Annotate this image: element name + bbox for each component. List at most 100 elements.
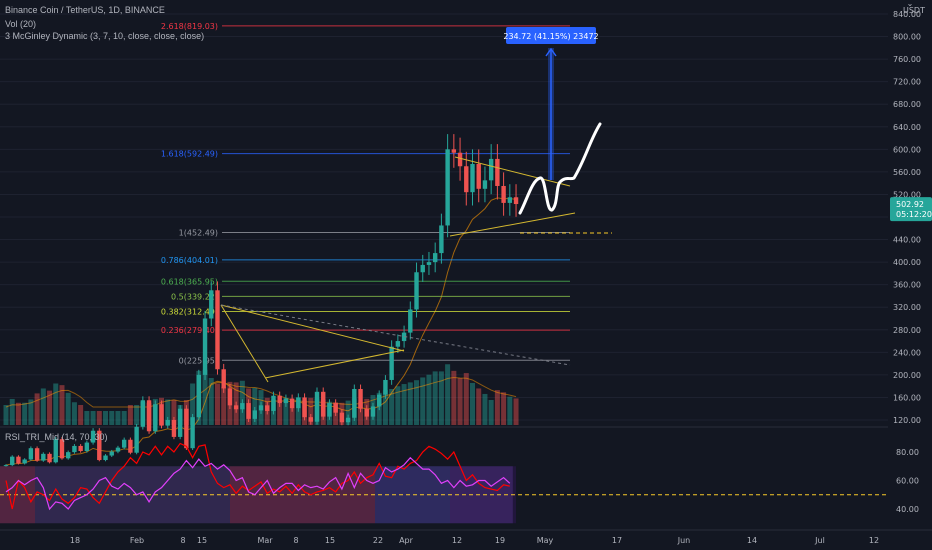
candle-body [140, 400, 146, 427]
volume-bar [345, 400, 351, 425]
candle-body [146, 400, 152, 432]
candle-body [159, 404, 164, 426]
measure-label-text: 234.72 (41.15%) 23472 [503, 32, 598, 41]
current-price-badge [890, 197, 932, 222]
candle-body [16, 456, 21, 464]
fib-level-label: 0.5(339.22) [171, 292, 218, 301]
candle-body [488, 158, 494, 181]
wedge-lower-line[interactable] [449, 212, 576, 237]
volume-bar [96, 411, 102, 425]
volume-bar [482, 393, 488, 425]
volume-bar [438, 371, 444, 425]
volume-bar [109, 411, 115, 425]
candle-body [470, 163, 475, 193]
price-tick-label: 400.00 [893, 258, 921, 267]
time-tick-label: Apr [399, 536, 414, 545]
fibonacci-retracement[interactable]: 2.618(819.03) 1.618(592.49) 1(452.49) 0.786… [161, 22, 570, 365]
candle-body [370, 406, 376, 417]
candle-body [258, 405, 264, 411]
candle-body [153, 404, 158, 432]
candle-body [252, 410, 257, 419]
descending-trend-line[interactable] [220, 304, 571, 366]
volume-bar [3, 405, 9, 425]
pennant-lower-line[interactable] [264, 349, 405, 379]
fib-level-label: 0.382(312.49) [161, 307, 218, 316]
candle-body [482, 180, 488, 189]
candle-body [501, 185, 506, 203]
trend-drawings[interactable] [220, 47, 612, 383]
time-tick-label: 8 [293, 536, 298, 545]
candle-body [3, 465, 9, 467]
volume-bar [171, 400, 177, 425]
fib-level-label: 0.786(404.01) [161, 256, 218, 265]
mcginley-line [5, 197, 517, 466]
candle-body [451, 149, 457, 153]
volume-bar [457, 378, 463, 425]
candle-body [41, 453, 46, 461]
time-tick-label: Jun [677, 536, 691, 545]
volume-bar [420, 377, 426, 425]
candle-body [165, 420, 170, 426]
volume-bar [463, 373, 469, 425]
candle-body [47, 453, 52, 463]
projection-brush-path[interactable] [518, 122, 602, 215]
candle-body [134, 426, 139, 453]
chevron-down-icon[interactable]: ⌄ [907, 0, 914, 8]
volume-bar [252, 387, 258, 425]
fib-level-label: 0(225.95) [179, 356, 218, 365]
time-tick-label: 12 [869, 536, 879, 545]
volume-bar [84, 411, 90, 425]
wedge-upper-line[interactable] [454, 156, 571, 187]
candle-body [196, 374, 202, 418]
rsi-axis[interactable]: 80.00 60.00 40.00 [896, 448, 919, 514]
candle-body [339, 412, 345, 423]
time-tick-label: May [537, 536, 554, 545]
candle-body [408, 309, 413, 333]
candle-body [302, 397, 307, 418]
candle-body [227, 388, 233, 406]
rsi-pane[interactable] [0, 442, 888, 524]
measure-label[interactable]: 234.72 (41.15%) 23472 [503, 27, 599, 44]
time-axis[interactable]: 18 Feb 8 15 Mar 8 15 22 Apr 12 19 May 17 Jun 14 Jul 12 [0, 529, 932, 545]
time-tick-label: 18 [70, 536, 80, 545]
price-axis-bg [888, 0, 932, 530]
volume-bar [451, 370, 457, 425]
candle-body [59, 439, 65, 459]
pennant-upper-line[interactable] [220, 304, 405, 352]
candle-body [345, 417, 351, 423]
candle-body [97, 430, 102, 461]
volume-bar [507, 396, 513, 425]
fib-level-label: 1.618(592.49) [161, 150, 218, 159]
volume-bar [308, 397, 314, 425]
time-tick-label: 12 [452, 536, 462, 545]
price-tick-label: 200.00 [893, 371, 921, 380]
price-tick-label: 800.00 [893, 33, 921, 42]
rsi-indicator-label[interactable]: RSI_TRI_Mid (14, 70, 30) [5, 432, 108, 442]
rsi-signal-line [5, 456, 511, 511]
candle-body [333, 403, 338, 413]
candle-body [432, 253, 438, 263]
price-tick-label: 600.00 [893, 145, 921, 154]
price-axis[interactable]: USDT⌄ 840.00 800.00 760.00 720.00 680.00 640.0… [888, 0, 932, 530]
price-tick-label: 360.00 [893, 281, 921, 290]
candle-body [233, 405, 239, 410]
candle-body [358, 388, 363, 409]
mcginley-indicator-label[interactable]: 3 McGinley Dynamic (3, 7, 10, close, clo… [5, 31, 205, 41]
candle-body [277, 395, 282, 404]
volume-bar [208, 378, 214, 425]
fib-level-label: 0.236(279.40) [161, 326, 218, 335]
triangle-upper-line[interactable] [220, 304, 269, 383]
candle-body [420, 264, 425, 273]
volume-bar [283, 397, 289, 425]
time-tick-label: 22 [373, 536, 383, 545]
price-tick-label: 520.00 [893, 190, 921, 199]
candle-body [109, 451, 114, 456]
volume-bar [289, 402, 295, 425]
candle-body [265, 405, 270, 411]
volume-bar [395, 386, 401, 425]
volume-indicator-label[interactable]: Vol (20) [5, 19, 37, 29]
currency-label: USDT [903, 6, 925, 15]
volume-bar [121, 411, 127, 425]
symbol-title[interactable]: Binance Coin / TetherUS, 1D, BINANCE [5, 5, 165, 15]
